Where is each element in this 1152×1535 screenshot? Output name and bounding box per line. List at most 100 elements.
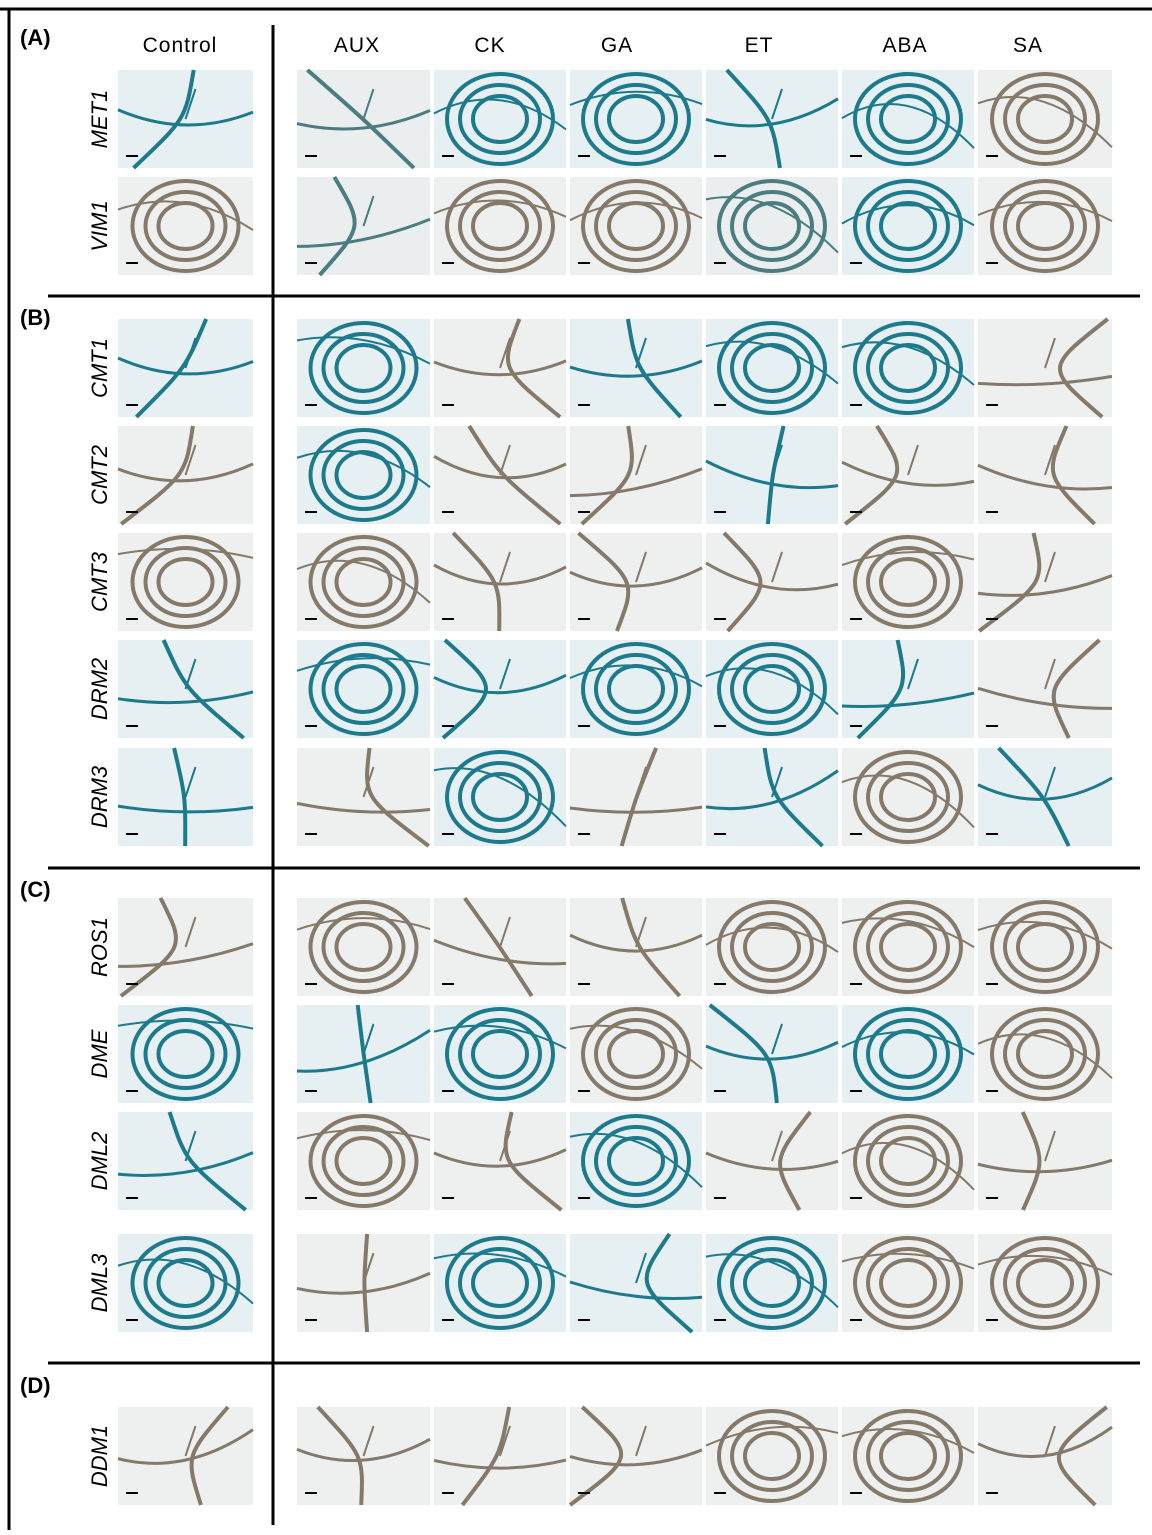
micrograph — [297, 1407, 430, 1505]
micrograph — [434, 898, 566, 996]
micrograph — [978, 1112, 1112, 1210]
micrograph — [706, 1234, 838, 1332]
micrograph — [570, 1112, 702, 1210]
micrograph — [297, 70, 430, 168]
micrograph — [706, 177, 838, 275]
micrograph — [978, 898, 1112, 996]
micrograph — [706, 70, 838, 168]
micrograph — [842, 1407, 974, 1505]
micrograph — [434, 70, 566, 168]
micrograph — [978, 640, 1112, 738]
gene-label: DDM1 — [87, 1425, 112, 1487]
micrograph — [434, 1234, 566, 1332]
figure: ControlAUXCKGAETABASA(A)MET1VIM1(B)CMT1C… — [0, 0, 1152, 1530]
column-header: Control — [143, 34, 218, 57]
micrograph — [706, 533, 838, 631]
micrograph — [118, 177, 253, 275]
micrograph — [842, 533, 974, 631]
micrograph — [706, 426, 838, 524]
micrograph — [434, 640, 566, 738]
gene-label: DML2 — [87, 1132, 112, 1191]
micrograph — [706, 748, 838, 846]
micrograph — [570, 319, 702, 417]
gene-label: DML3 — [87, 1253, 112, 1312]
micrograph — [706, 1407, 838, 1505]
gene-label: VIM1 — [87, 200, 112, 251]
micrograph — [978, 1407, 1112, 1505]
micrograph — [570, 177, 702, 275]
micrograph — [570, 898, 702, 996]
micrograph — [434, 533, 566, 631]
micrograph — [297, 319, 430, 417]
micrograph — [706, 898, 838, 996]
column-header: AUX — [334, 34, 380, 57]
gene-label: ROS1 — [87, 917, 112, 977]
micrograph — [706, 640, 838, 738]
micrograph — [118, 533, 253, 631]
micrograph — [118, 1234, 253, 1332]
gene-label: MET1 — [87, 90, 112, 149]
micrograph — [118, 898, 253, 996]
micrograph — [297, 898, 430, 996]
micrograph — [978, 319, 1112, 417]
gene-label: CMT1 — [87, 338, 112, 398]
micrograph — [434, 1407, 566, 1505]
micrograph — [297, 1005, 430, 1103]
micrograph — [297, 1112, 430, 1210]
micrograph — [570, 748, 702, 846]
column-header: SA — [1013, 34, 1043, 57]
micrograph — [842, 426, 974, 524]
micrograph — [842, 177, 974, 275]
gene-label: DME — [87, 1029, 112, 1078]
gene-label: DRM2 — [87, 658, 112, 720]
micrograph — [978, 426, 1112, 524]
micrograph — [706, 319, 838, 417]
panel-label: (C) — [20, 877, 51, 902]
gene-label: CMT2 — [87, 445, 112, 505]
micrograph — [118, 70, 253, 168]
micrograph — [434, 426, 566, 524]
column-header: CK — [474, 34, 505, 57]
panel-label: (D) — [20, 1373, 51, 1398]
micrograph — [118, 640, 253, 738]
micrograph — [434, 319, 566, 417]
micrograph — [297, 177, 430, 275]
micrograph — [570, 533, 702, 631]
micrograph — [706, 1005, 838, 1103]
micrograph — [570, 640, 702, 738]
micrograph — [434, 1112, 566, 1210]
micrograph — [978, 70, 1112, 168]
micrograph — [570, 426, 702, 524]
micrograph — [570, 1407, 702, 1505]
micrograph — [297, 640, 430, 738]
micrograph — [118, 319, 253, 417]
micrograph — [842, 1005, 974, 1103]
micrograph — [706, 1112, 838, 1210]
micrograph — [434, 177, 566, 275]
micrograph — [118, 1112, 253, 1210]
micrograph — [570, 1234, 702, 1332]
micrograph — [978, 1005, 1112, 1103]
micrograph — [118, 1005, 253, 1103]
micrograph — [842, 1112, 974, 1210]
micrograph — [842, 70, 974, 168]
micrograph — [434, 748, 566, 846]
column-header: GA — [601, 34, 633, 57]
micrograph — [978, 1234, 1112, 1332]
micrograph — [842, 319, 974, 417]
micrograph — [297, 533, 430, 631]
gene-label: CMT3 — [87, 551, 112, 612]
column-header: ABA — [882, 34, 927, 57]
micrograph — [118, 1407, 253, 1505]
micrograph — [570, 1005, 702, 1103]
gene-label: DRM3 — [87, 765, 112, 828]
micrograph — [978, 533, 1112, 631]
micrograph — [297, 748, 430, 846]
micrograph — [570, 70, 702, 168]
micrograph — [842, 1234, 974, 1332]
panel-label: (B) — [20, 305, 51, 330]
panel-label: (A) — [20, 25, 51, 50]
micrograph — [297, 426, 430, 524]
micrograph — [978, 748, 1112, 846]
micrograph — [434, 1005, 566, 1103]
